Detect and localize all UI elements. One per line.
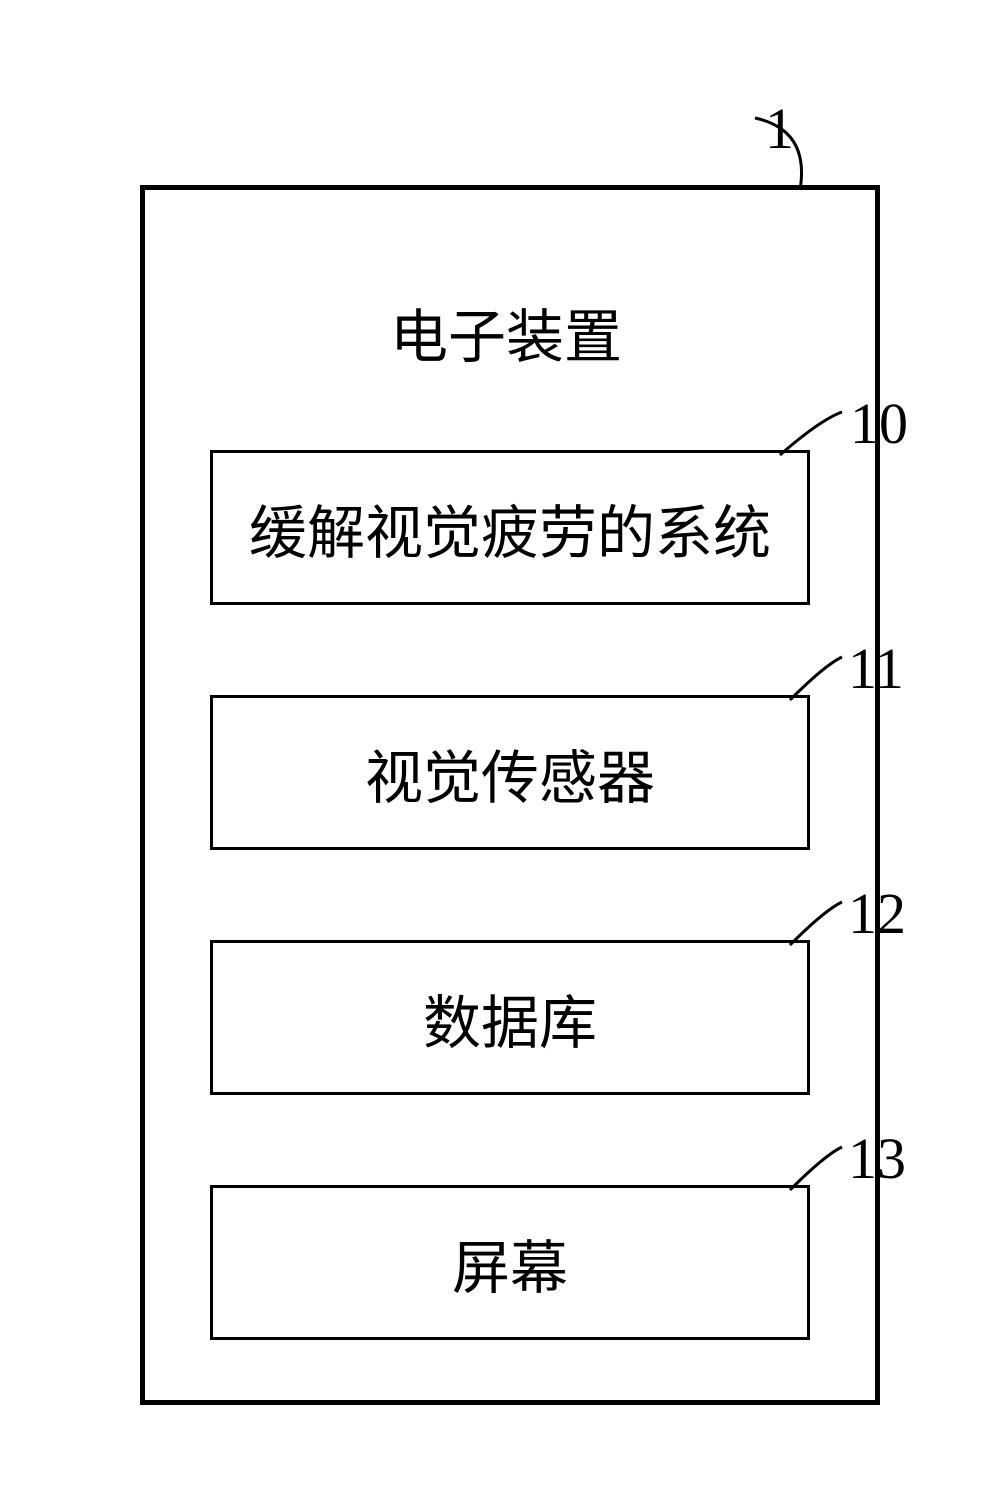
outer-label-number: 1 xyxy=(765,95,794,162)
block-system: 缓解视觉疲劳的系统 xyxy=(210,450,810,605)
block-screen-label-number: 13 xyxy=(848,1125,906,1192)
block-system-text: 缓解视觉疲劳的系统 xyxy=(249,486,771,570)
block-screen: 屏幕 xyxy=(210,1185,810,1340)
block-screen-text: 屏幕 xyxy=(452,1221,568,1305)
block-sensor-label-number: 11 xyxy=(848,635,904,702)
block-sensor: 视觉传感器 xyxy=(210,695,810,850)
block-database-label-number: 12 xyxy=(848,880,906,947)
block-database: 数据库 xyxy=(210,940,810,1095)
block-sensor-text: 视觉传感器 xyxy=(365,731,655,815)
outer-container-title: 电子装置 xyxy=(390,290,622,374)
block-database-text: 数据库 xyxy=(423,976,597,1060)
block-system-label-number: 10 xyxy=(850,390,908,457)
